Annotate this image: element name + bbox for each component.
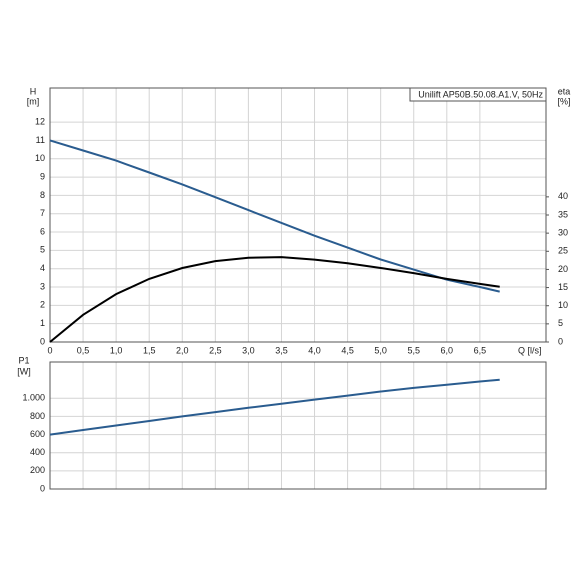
y2-tick-label: 20 — [558, 264, 568, 274]
legend-box — [409, 87, 547, 102]
x-tick-label: 5,0 — [374, 345, 387, 355]
y2-tick-label: 0 — [558, 336, 563, 346]
x-tick-label: 3,0 — [242, 345, 255, 355]
y-label: P1 — [18, 355, 29, 365]
y2-tick-label: 25 — [558, 246, 568, 256]
y-label: H — [30, 86, 37, 96]
y-tick-label: 1 — [40, 318, 45, 328]
y-tick-label: 10 — [35, 153, 45, 163]
y-tick-label: 200 — [30, 465, 45, 475]
legend-text: Unilift AP50B.50.08.A1.V, 50Hz — [418, 89, 543, 99]
x-tick-label: 0 — [47, 345, 52, 355]
y-tick-label: 11 — [36, 135, 45, 145]
y-unit: [W] — [17, 366, 31, 376]
y2-tick-label: 35 — [558, 209, 568, 219]
y-tick-label: 2 — [40, 300, 45, 310]
x-tick-label: 6,0 — [441, 345, 454, 355]
y-tick-label: 3 — [40, 281, 45, 291]
curve — [49, 256, 500, 343]
y-tick-label: 0 — [40, 336, 45, 346]
y-tick-label: 400 — [30, 447, 45, 457]
y-tick-label: 800 — [30, 411, 45, 421]
y-tick-label: 5 — [40, 245, 45, 255]
x-tick-label: 1,0 — [110, 345, 123, 355]
y2-tick-label: 30 — [558, 228, 568, 238]
x-tick-label: 4,5 — [341, 345, 354, 355]
y-tick-label: 0 — [40, 483, 45, 493]
y2-tick-label: 15 — [558, 282, 568, 292]
x-tick-label: 6,5 — [474, 345, 487, 355]
y-tick-label: 1.000 — [22, 393, 45, 403]
y-tick-label: 6 — [40, 226, 45, 236]
y2-tick-label: 10 — [558, 300, 568, 310]
x-tick-label: 3,5 — [275, 345, 288, 355]
x-label: Q [l/s] — [518, 345, 542, 355]
y2-tick-label: 40 — [558, 191, 568, 201]
y-tick-label: 9 — [40, 171, 45, 181]
y2-label: eta — [558, 86, 571, 96]
x-tick-label: 4,0 — [308, 345, 321, 355]
y-tick-label: 7 — [40, 208, 45, 218]
y-tick-label: 4 — [40, 263, 45, 273]
plot-frame — [49, 361, 547, 490]
y-tick-label: 12 — [35, 116, 45, 126]
y2-tick-label: 5 — [558, 318, 563, 328]
x-tick-label: 2,0 — [176, 345, 189, 355]
x-tick-label: 0,5 — [77, 345, 90, 355]
curve — [49, 378, 500, 436]
y-tick-label: 600 — [30, 429, 45, 439]
y-unit: [m] — [27, 96, 40, 106]
x-tick-label: 5,5 — [407, 345, 420, 355]
x-tick-label: 1,5 — [143, 345, 156, 355]
y-tick-label: 8 — [40, 190, 45, 200]
plot-frame — [49, 87, 547, 343]
y2-unit: [%] — [557, 96, 570, 106]
x-tick-label: 2,5 — [209, 345, 222, 355]
